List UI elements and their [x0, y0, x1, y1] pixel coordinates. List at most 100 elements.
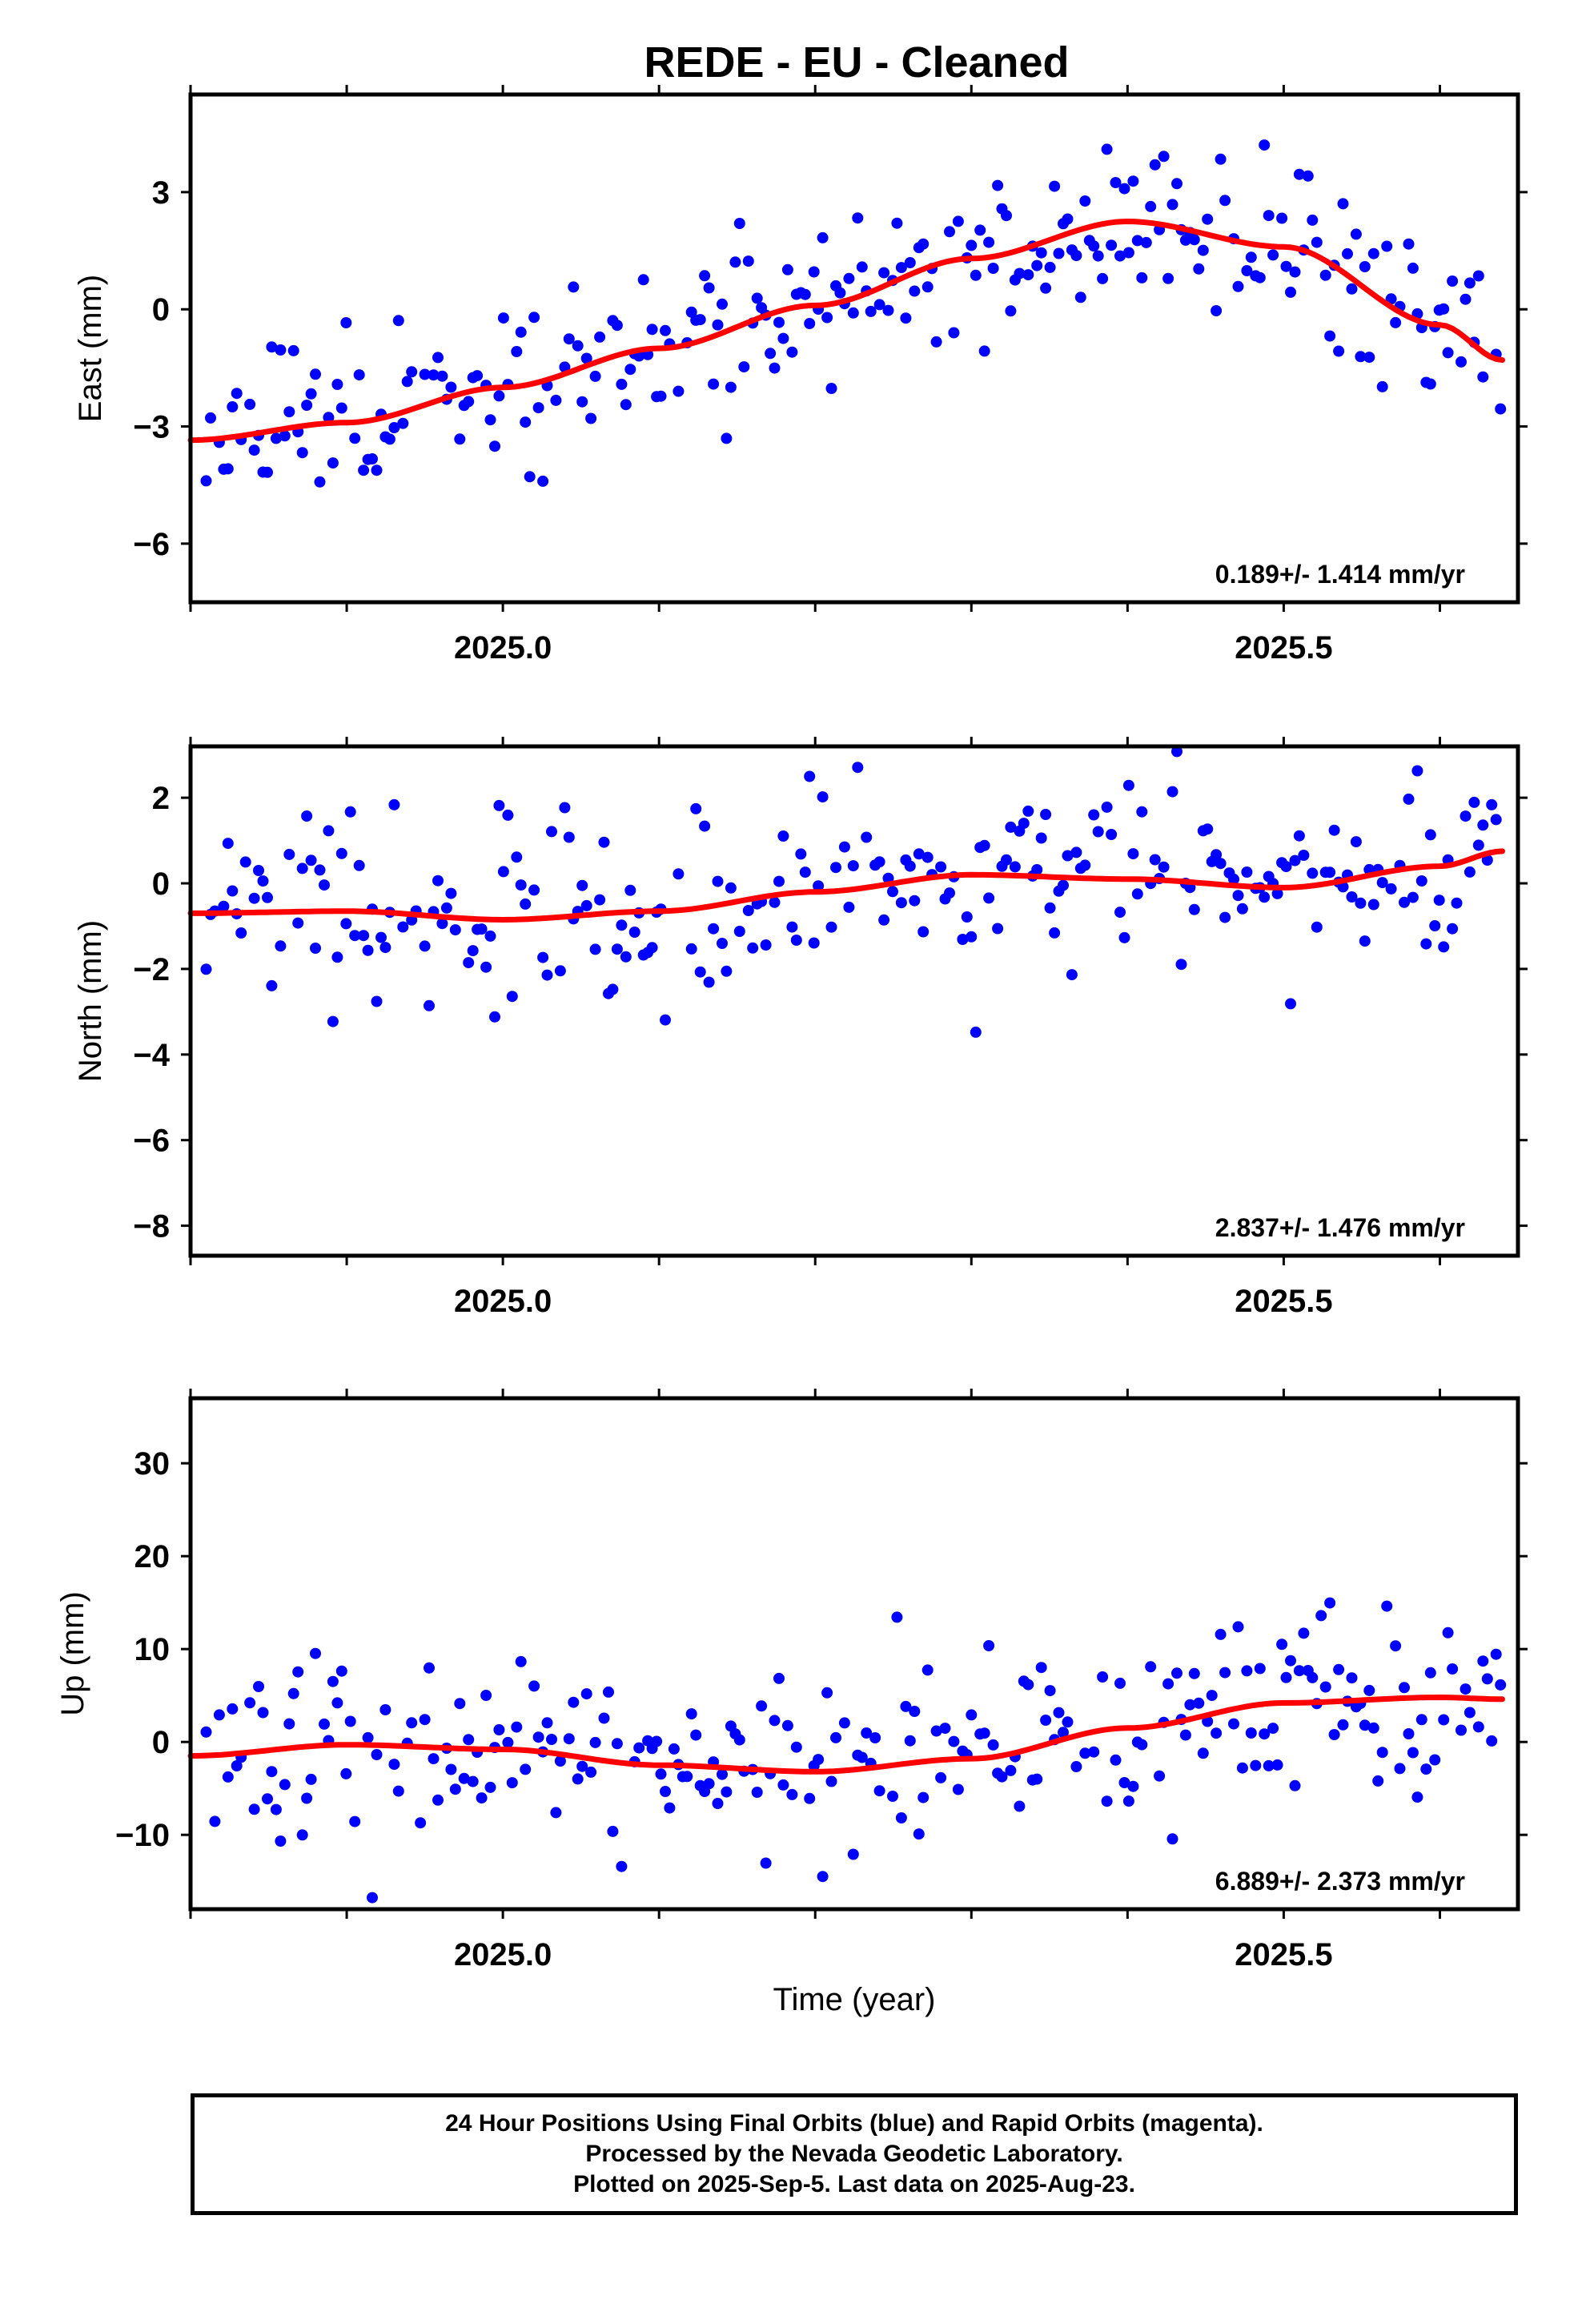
data-point [257, 1707, 269, 1719]
data-point [865, 305, 877, 317]
y-tick-label: −3 [133, 410, 170, 445]
data-point [1035, 1662, 1047, 1674]
data-point [1346, 1672, 1358, 1684]
data-point [283, 848, 295, 860]
data-point [1442, 1626, 1454, 1638]
data-point [1136, 806, 1148, 818]
data-point [966, 931, 978, 943]
data-point [961, 911, 973, 923]
data-point [1263, 1759, 1275, 1771]
data-point [580, 1688, 592, 1700]
data-point [708, 378, 720, 390]
data-point [1101, 143, 1113, 155]
data-point [275, 344, 287, 356]
data-point [742, 255, 754, 267]
data-point [651, 1735, 663, 1747]
data-point [825, 1775, 837, 1787]
data-point [843, 272, 855, 284]
data-point [515, 879, 527, 891]
data-point [1403, 238, 1415, 250]
data-point [1407, 891, 1419, 903]
data-point [580, 899, 592, 911]
data-point [1211, 849, 1223, 861]
data-point [1376, 1747, 1388, 1759]
data-point [1193, 1697, 1205, 1709]
data-point [1420, 1763, 1432, 1775]
data-point [1289, 266, 1301, 278]
data-point [1136, 271, 1148, 283]
data-point [1259, 139, 1271, 151]
data-point [1145, 1661, 1157, 1673]
data-point [1158, 861, 1170, 873]
data-point [978, 839, 990, 851]
data-point [1219, 911, 1231, 923]
data-point [323, 825, 335, 837]
data-point [319, 879, 330, 891]
data-point [1363, 1684, 1375, 1696]
data-point [1097, 272, 1109, 284]
data-point [537, 951, 549, 963]
data-point [371, 464, 383, 476]
data-point [1307, 867, 1319, 879]
data-point [1197, 244, 1209, 256]
data-point [944, 887, 955, 899]
data-point [1005, 305, 1017, 317]
data-point [1127, 848, 1139, 860]
data-point [1333, 345, 1345, 357]
data-point [830, 1731, 841, 1743]
data-point [1324, 330, 1336, 342]
data-point [1464, 1707, 1476, 1719]
data-point [1359, 1719, 1371, 1731]
data-point [1328, 824, 1340, 836]
data-point [690, 1729, 702, 1741]
data-point [1447, 275, 1459, 287]
data-point [301, 1792, 313, 1804]
data-point [1215, 1628, 1227, 1640]
data-point [349, 1815, 361, 1827]
data-point [1122, 779, 1134, 791]
data-point [231, 1760, 243, 1771]
data-point [559, 802, 571, 814]
data-point [1193, 263, 1205, 275]
data-point [742, 905, 754, 916]
data-point [550, 1807, 562, 1819]
data-point [952, 215, 964, 227]
data-point [331, 951, 343, 963]
data-point [248, 1803, 260, 1815]
y-tick-label: 20 [135, 1539, 171, 1574]
data-point [1285, 1655, 1296, 1667]
data-point [891, 217, 903, 229]
data-point [1280, 861, 1292, 873]
data-point [554, 965, 566, 977]
data-point [856, 261, 868, 273]
data-point [1044, 902, 1056, 914]
data-point [952, 1783, 964, 1795]
data-point [563, 831, 575, 843]
plot-frame [188, 1396, 1520, 1912]
data-point [1158, 151, 1170, 163]
data-point [773, 1672, 785, 1684]
data-point [515, 1655, 527, 1667]
data-point [873, 1785, 885, 1797]
data-point [817, 791, 829, 803]
data-point [1385, 883, 1397, 895]
data-point [572, 340, 584, 352]
data-point [310, 943, 321, 954]
data-point [463, 957, 475, 969]
data-point [620, 399, 632, 411]
data-point [397, 417, 409, 429]
data-point [353, 859, 365, 871]
panel-1: 2025.0 2025.5 −6 −3 0 3 East (mm) 0.189+/- 1.41… [73, 85, 1528, 665]
data-point [305, 854, 317, 866]
data-point [948, 1735, 960, 1747]
y-axis-label: North (mm) [73, 920, 108, 1082]
data-point [445, 381, 457, 393]
data-point [1031, 259, 1043, 271]
data-point [520, 898, 532, 910]
data-point [1202, 213, 1214, 225]
data-point [611, 320, 623, 332]
y-tick-label: 2 [152, 781, 170, 816]
data-point [1236, 1762, 1248, 1774]
data-point [253, 865, 264, 876]
data-point [480, 1690, 492, 1701]
